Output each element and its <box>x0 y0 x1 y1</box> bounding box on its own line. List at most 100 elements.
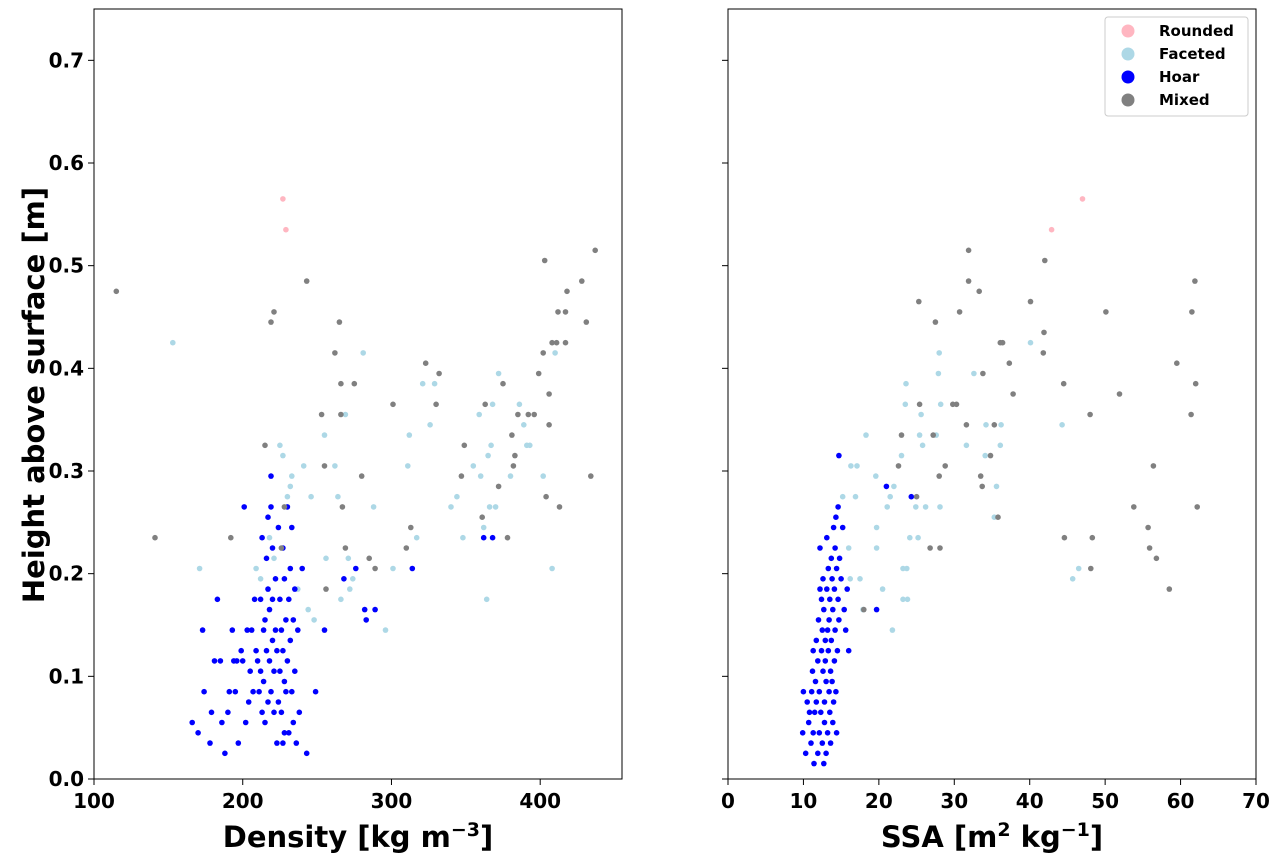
point-hoar <box>409 565 416 572</box>
point-mixed <box>504 534 511 541</box>
point-hoar <box>806 709 813 716</box>
point-hoar <box>284 658 291 664</box>
point-hoar <box>489 534 496 541</box>
point-hoar <box>836 617 842 623</box>
x-tick-label: 400 <box>519 789 561 813</box>
point-hoar <box>280 647 286 654</box>
point-mixed <box>1192 278 1198 284</box>
legend-label-rounded: Rounded <box>1159 22 1234 40</box>
point-faceted <box>918 411 924 418</box>
point-hoar <box>289 524 295 531</box>
point-faceted <box>170 339 176 346</box>
point-hoar <box>266 658 273 664</box>
point-faceted <box>280 452 286 459</box>
point-mixed <box>336 319 343 325</box>
point-faceted <box>287 483 294 490</box>
point-hoar <box>296 709 303 716</box>
point-mixed <box>895 463 902 469</box>
point-hoar <box>836 452 842 459</box>
point-mixed <box>495 483 502 490</box>
point-hoar <box>321 627 328 633</box>
point-mixed <box>980 370 986 377</box>
point-faceted <box>492 504 499 510</box>
point-hoar <box>839 524 846 531</box>
point-faceted <box>427 422 433 428</box>
point-hoar <box>269 596 276 603</box>
point-hoar <box>268 504 274 510</box>
point-hoar <box>222 750 228 757</box>
point-mixed <box>541 257 548 264</box>
legend-marker-mixed <box>1121 93 1135 107</box>
point-mixed <box>995 514 1001 520</box>
point-hoar <box>238 647 244 654</box>
point-hoar <box>835 504 841 510</box>
point-hoar <box>269 637 276 644</box>
point-faceted <box>347 586 353 592</box>
point-hoar <box>289 688 295 695</box>
point-mixed <box>965 278 972 284</box>
point-rounded <box>1048 226 1055 233</box>
point-faceted <box>904 596 911 603</box>
point-hoar <box>247 668 253 674</box>
legend-entry-faceted: Faceted <box>1121 45 1226 63</box>
point-hoar <box>253 647 259 654</box>
point-faceted <box>257 576 264 582</box>
point-faceted <box>489 401 496 408</box>
point-hoar <box>817 586 823 592</box>
point-hoar <box>836 555 843 562</box>
point-mixed <box>338 380 344 387</box>
point-hoar <box>833 730 840 736</box>
point-hoar <box>808 688 815 695</box>
point-hoar <box>363 617 370 623</box>
left-y-ticks: 0.0 0.1 0.2 0.3 0.4 0.5 0.6 0.7 <box>49 48 94 791</box>
point-hoar <box>830 606 836 613</box>
point-mixed <box>510 463 517 469</box>
legend-label-faceted: Faceted <box>1159 45 1226 63</box>
point-mixed <box>898 432 905 438</box>
point-mixed <box>228 534 234 541</box>
point-hoar <box>353 565 359 572</box>
point-mixed <box>1041 329 1047 336</box>
point-faceted <box>431 380 438 387</box>
point-hoar <box>825 565 832 572</box>
point-hoar <box>830 719 836 726</box>
point-faceted <box>350 576 356 582</box>
point-faceted <box>935 370 942 377</box>
point-hoar <box>804 699 810 705</box>
point-hoar <box>199 627 206 633</box>
point-faceted <box>488 442 494 449</box>
point-hoar <box>260 627 267 633</box>
point-rounded <box>283 226 289 233</box>
point-hoar <box>292 668 298 674</box>
point-hoar <box>830 699 837 705</box>
point-hoar <box>244 627 250 633</box>
point-hoar <box>245 699 252 705</box>
point-faceted <box>483 596 490 603</box>
point-hoar <box>811 760 817 767</box>
point-hoar <box>819 740 826 746</box>
point-hoar <box>217 658 224 664</box>
point-faceted <box>460 534 466 541</box>
point-mixed <box>1027 298 1034 305</box>
x-axis-label-ssa: SSA [m2 kg−1] <box>881 819 1103 854</box>
point-hoar <box>254 658 261 664</box>
point-mixed <box>564 288 570 295</box>
point-mixed <box>1189 309 1195 315</box>
point-faceted <box>311 617 317 623</box>
point-mixed <box>281 504 288 510</box>
point-hoar <box>242 719 249 726</box>
legend-marker-hoar <box>1121 70 1135 84</box>
point-mixed <box>1040 350 1047 356</box>
point-faceted <box>903 380 909 387</box>
point-hoar <box>372 606 378 613</box>
point-hoar <box>281 576 288 582</box>
point-mixed <box>268 319 274 325</box>
point-hoar <box>908 493 915 500</box>
point-hoar <box>234 658 240 664</box>
point-faceted <box>963 442 970 449</box>
point-hoar <box>844 586 850 592</box>
point-mixed <box>1166 586 1173 592</box>
point-mixed <box>555 309 561 315</box>
point-faceted <box>485 452 491 459</box>
x-tick-label: 300 <box>371 789 413 813</box>
